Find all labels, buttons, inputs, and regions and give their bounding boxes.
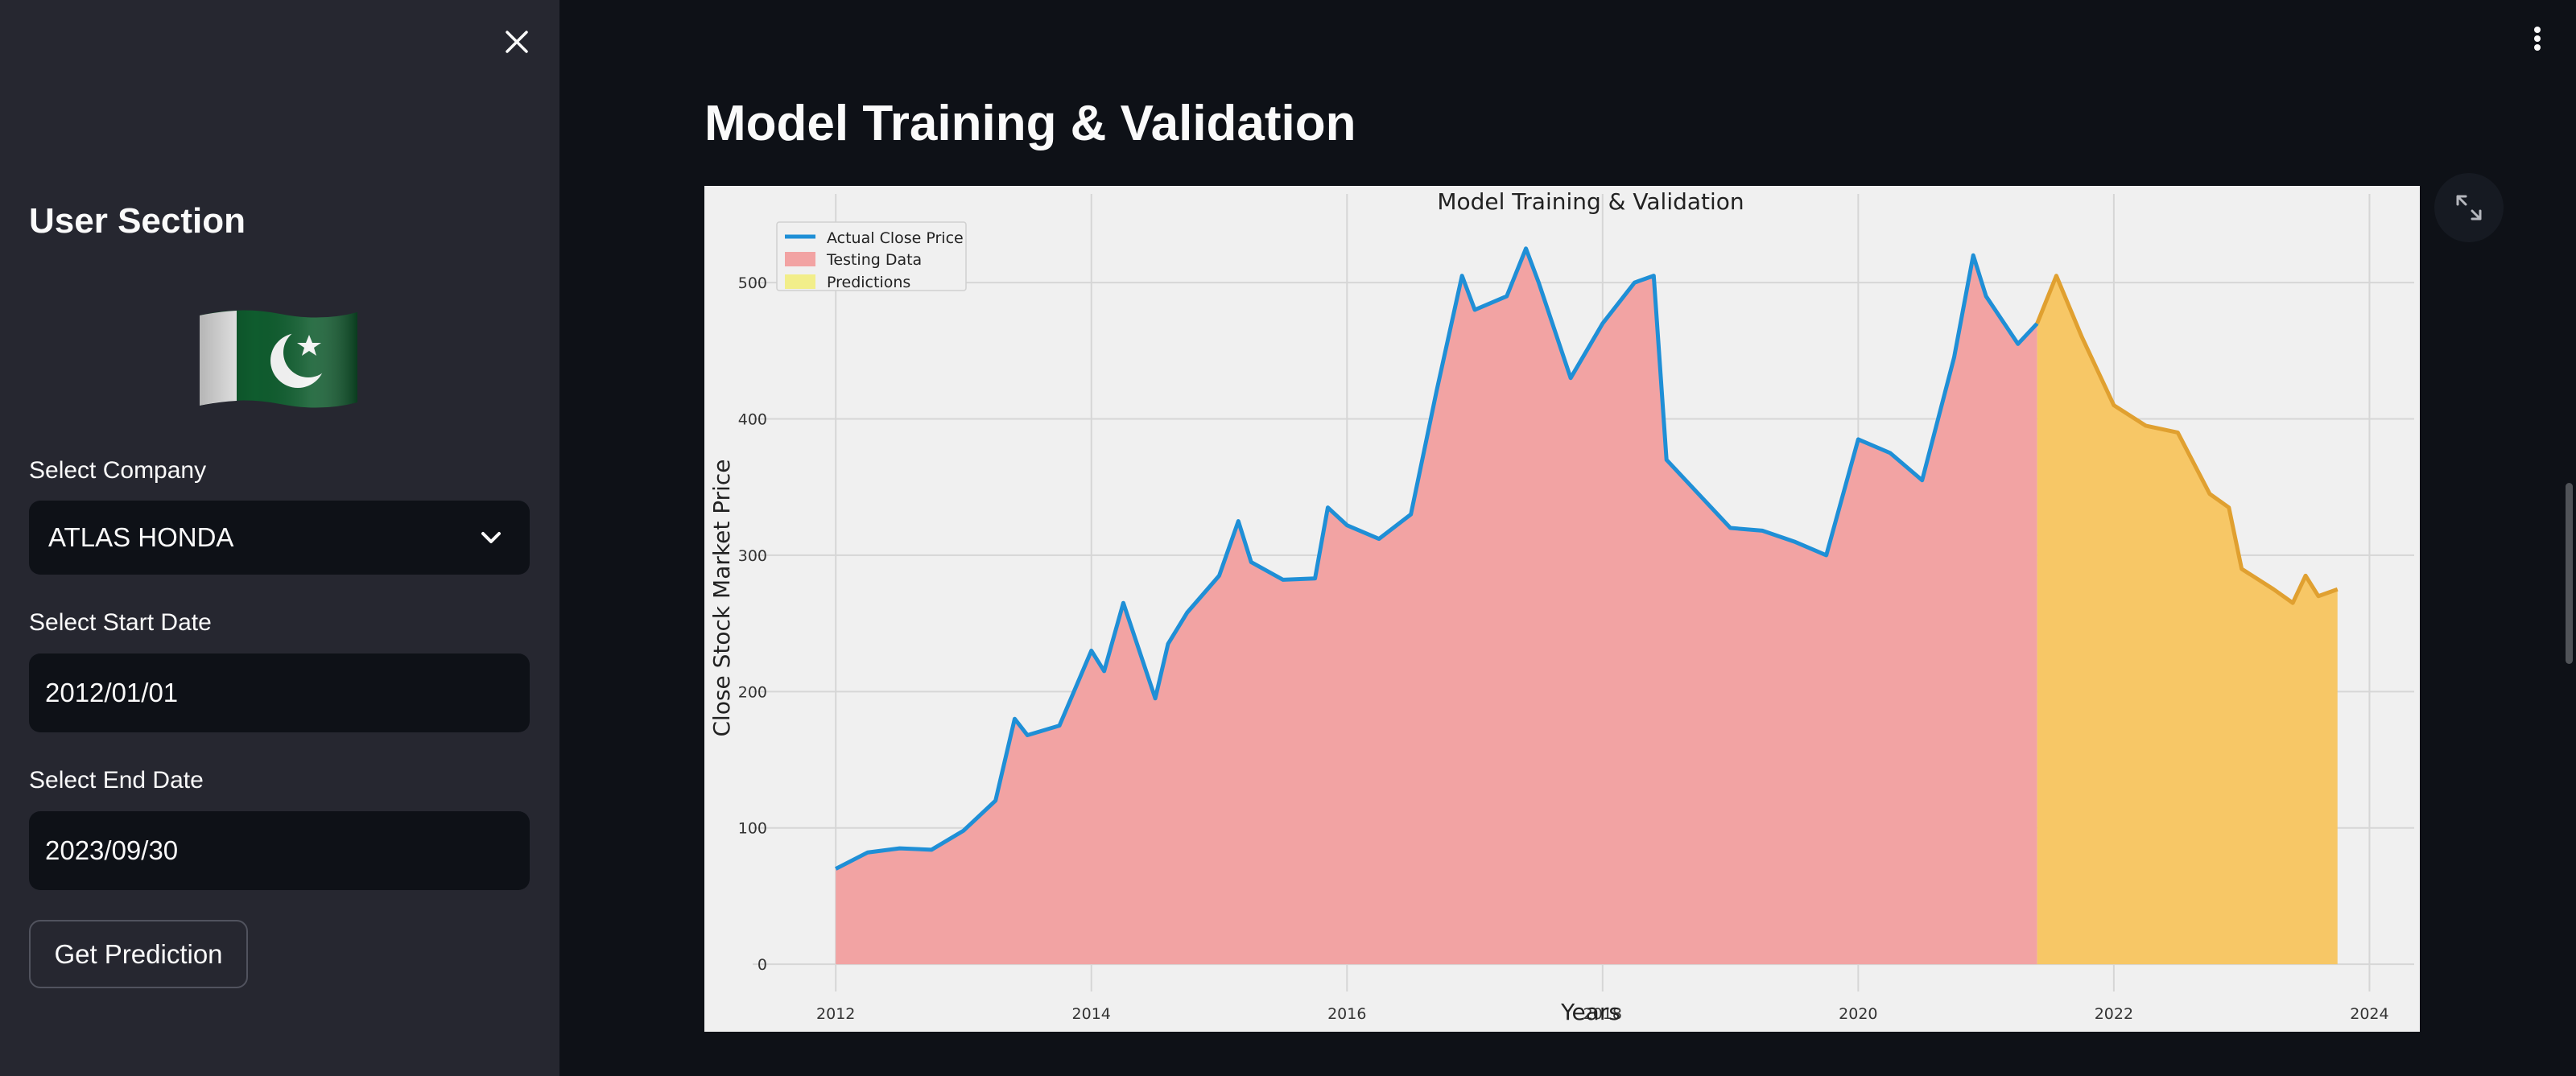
predictions-line	[2035, 274, 2339, 605]
legend-label-predictions: Predictions	[827, 274, 910, 291]
start-date-label: Select Start Date	[29, 609, 212, 636]
x-tick-label: 2020	[1839, 1005, 1877, 1023]
x-tick-label: 2022	[2095, 1005, 2133, 1023]
testing-data-area	[836, 248, 2037, 965]
legend-label-testing: Testing Data	[826, 251, 922, 269]
chart-xlabel: Years	[1560, 999, 1620, 1025]
company-select-value: ATLAS HONDA	[48, 522, 234, 552]
get-prediction-button[interactable]: Get Prediction	[29, 920, 248, 988]
actual-close-price-line	[835, 246, 2039, 871]
sidebar-title: User Section	[29, 201, 246, 241]
company-label: Select Company	[29, 457, 207, 484]
chart-figure: 2012 2014 2016 2018 2020 2022 2024 0 100 200 300 40…	[704, 186, 2420, 1032]
chevron-down-icon	[481, 532, 501, 543]
x-tick-label: 2014	[1072, 1005, 1111, 1023]
y-tick-label: 500	[738, 274, 767, 292]
end-date-label: Select End Date	[29, 767, 204, 794]
main-menu-button[interactable]	[2524, 24, 2550, 56]
y-tick-label: 300	[738, 547, 767, 565]
more-vertical-icon	[2534, 27, 2541, 51]
expand-icon	[2456, 195, 2482, 221]
legend-label-actual: Actual Close Price	[827, 229, 964, 247]
scrollbar-thumb[interactable]	[2566, 483, 2573, 664]
chart-legend: Actual Close Price Testing Data Predicti…	[776, 221, 967, 291]
y-tick-label: 200	[738, 683, 767, 701]
end-date-input[interactable]: 2023/09/30	[29, 811, 530, 890]
close-icon	[506, 31, 528, 53]
legend-swatch-testing	[785, 252, 815, 266]
chart-svg: 2012 2014 2016 2018 2020 2022 2024 0 100 200 300 40…	[708, 188, 2414, 1025]
y-tick-label: 0	[758, 956, 767, 974]
sidebar: User Section Select Company ATLAS HONDA …	[0, 0, 559, 1076]
chart-title: Model Training & Validation	[1437, 188, 1744, 215]
fullscreen-button[interactable]	[2434, 173, 2504, 242]
x-tick-label: 2018	[1583, 1005, 1622, 1023]
chart-ylabel: Close Stock Market Price	[708, 459, 735, 736]
predictions-area	[2037, 275, 2338, 965]
x-tick-label: 2012	[816, 1005, 855, 1023]
page-title: Model Training & Validation	[704, 96, 1356, 151]
y-tick-label: 400	[738, 411, 767, 429]
start-date-input[interactable]: 2012/01/01	[29, 653, 530, 732]
legend-swatch-predictions	[785, 274, 815, 289]
x-tick-label: 2016	[1327, 1005, 1366, 1023]
company-select[interactable]: ATLAS HONDA	[29, 501, 530, 575]
close-sidebar-button[interactable]	[499, 24, 535, 60]
y-tick-label: 100	[738, 820, 767, 838]
x-tick-label: 2024	[2350, 1005, 2388, 1023]
pakistan-flag-icon	[200, 310, 357, 408]
